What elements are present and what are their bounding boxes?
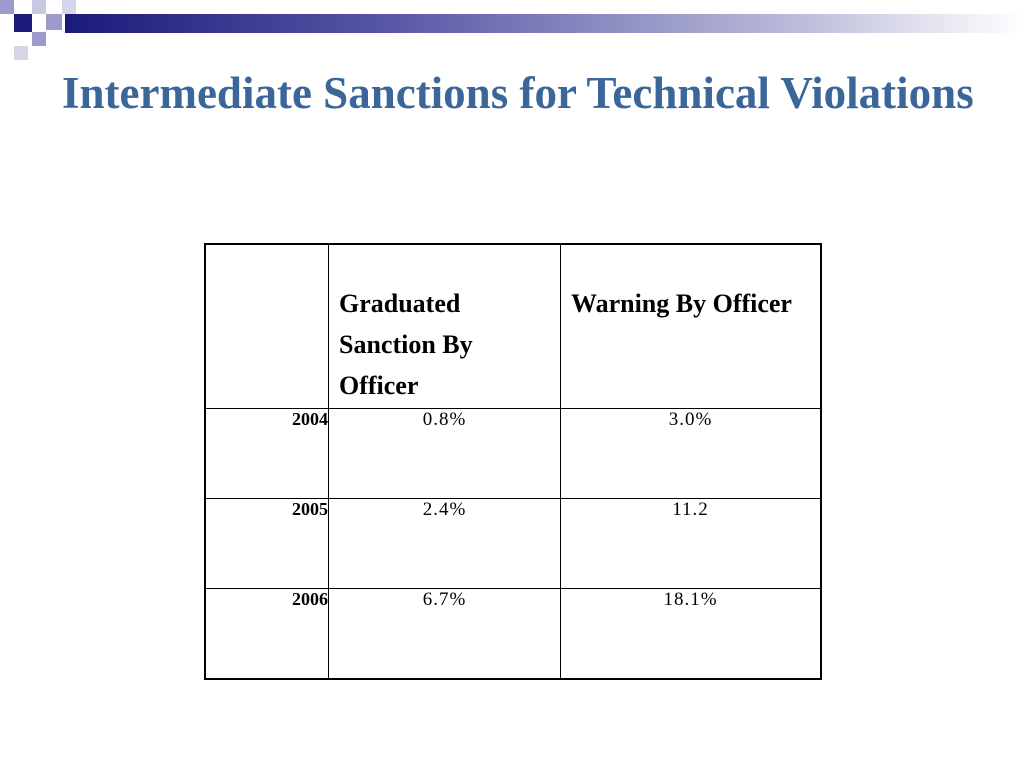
table-row: 2006 6.7% 18.1% (204, 588, 822, 680)
table-row: 2004 0.8% 3.0% (204, 408, 822, 499)
deco-square (14, 14, 32, 32)
year-cell: 2005 (204, 498, 329, 589)
header-cell-warning: Warning By Officer (560, 243, 822, 409)
year-cell: 2004 (204, 408, 329, 499)
table-row: 2005 2.4% 11.2 (204, 498, 822, 589)
header-cell-graduated: Graduated Sanction By Officer (328, 243, 561, 409)
graduated-value-cell: 6.7% (328, 588, 561, 680)
deco-square (0, 0, 14, 14)
header-graduated-sanction: Graduated Sanction By Officer (339, 289, 473, 400)
warning-value-cell: 18.1% (560, 588, 822, 680)
slide-title: Intermediate Sanctions for Technical Vio… (62, 68, 974, 118)
deco-square (14, 46, 28, 60)
header-gradient-band (65, 14, 1024, 33)
header-cell-empty (204, 243, 329, 409)
graduated-value-cell: 0.8% (328, 408, 561, 499)
header-warning: Warning By Officer (571, 289, 792, 318)
deco-square (46, 14, 62, 30)
deco-square (62, 0, 76, 14)
table-header-row: Graduated Sanction By Officer Warning By… (204, 243, 822, 409)
warning-value-cell: 11.2 (560, 498, 822, 589)
year-cell: 2006 (204, 588, 329, 680)
warning-value-cell: 3.0% (560, 408, 822, 499)
sanctions-table: Graduated Sanction By Officer Warning By… (204, 243, 822, 680)
deco-square (32, 32, 46, 46)
deco-square (32, 0, 46, 14)
graduated-value-cell: 2.4% (328, 498, 561, 589)
